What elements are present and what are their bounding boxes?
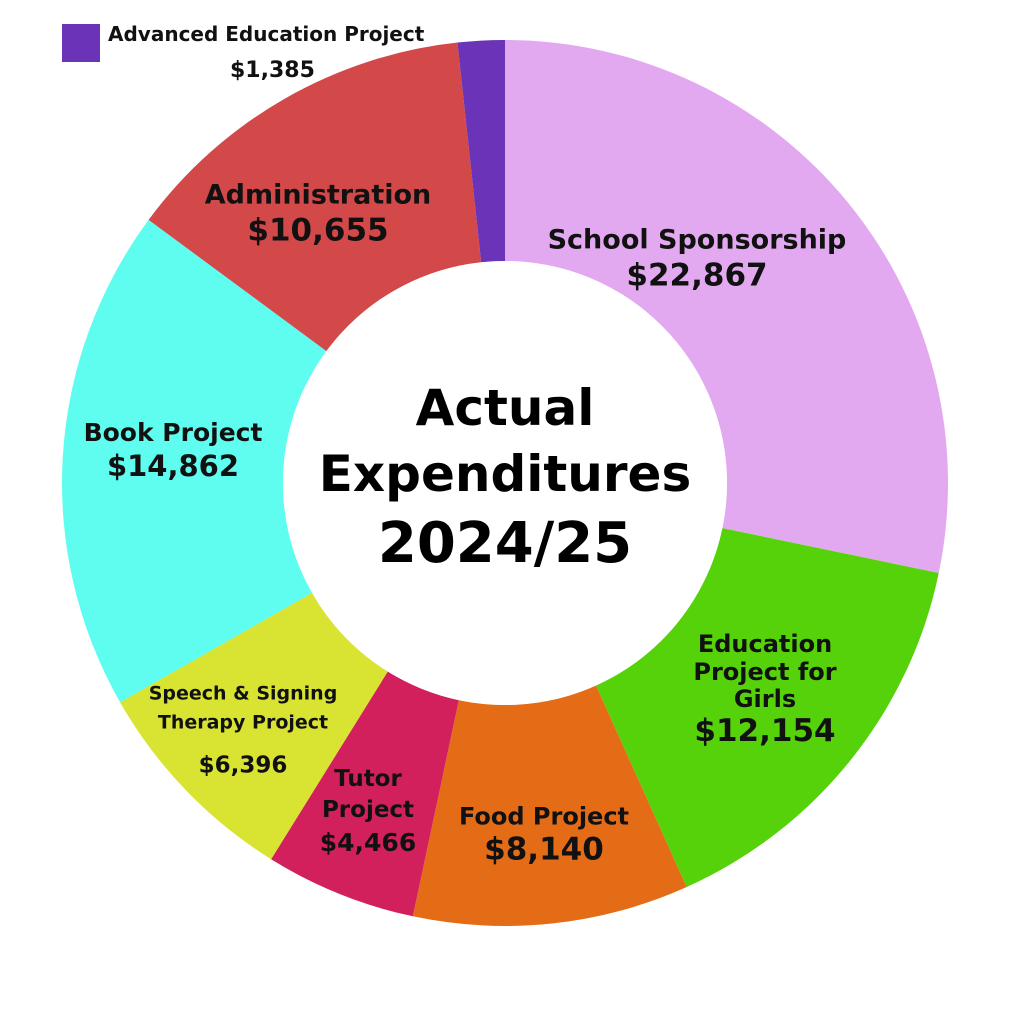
slice-name-education-girls: Education Project for Girls — [693, 629, 837, 713]
donut-slice-food — [412, 685, 687, 926]
slice-name-food: Food Project — [458, 802, 630, 831]
slice-label-speech-signing: Speech & Signing Therapy Project $6,396 — [133, 680, 353, 785]
donut-hole — [283, 261, 727, 705]
donut-slice-administration — [148, 42, 482, 352]
donut-slice-tutor — [271, 671, 459, 917]
slice-name-school-sponsorship: School Sponsorship — [547, 224, 847, 256]
slice-value-food: $8,140 — [484, 831, 604, 868]
chart-title-line-1: Actual — [415, 379, 595, 437]
legend-value-advanced-education: $1,385 — [230, 58, 315, 83]
slice-label-education-girls: Education Project for Girls $12,154 — [670, 629, 860, 749]
slice-label-book: Book Project $14,862 — [84, 418, 263, 484]
slice-name-tutor: Tutor Project — [321, 766, 415, 824]
legend-swatch-advanced-education — [62, 24, 100, 62]
slice-value-administration: $10,655 — [247, 212, 389, 249]
legend-label-advanced-education: Advanced Education Project — [108, 22, 425, 46]
slice-label-food: Food Project $8,140 — [459, 802, 629, 869]
chart-title-line-3: 2024/25 — [377, 511, 633, 576]
chart-title: Actual Expenditures 2024/25 — [319, 375, 691, 581]
donut-slice-education-girls — [596, 528, 939, 888]
donut-slice-advanced-education — [457, 40, 505, 263]
slice-value-education-girls: $12,154 — [694, 712, 836, 749]
slice-name-administration: Administration — [204, 179, 432, 211]
donut-slice-speech-signing — [120, 592, 388, 860]
donut-slice-school-sponsorship — [505, 40, 948, 574]
slice-label-tutor: Tutor Project $4,466 — [313, 764, 423, 860]
slice-name-book: Book Project — [83, 418, 263, 448]
slice-value-school-sponsorship: $22,867 — [626, 257, 768, 294]
chart-title-line-2: Expenditures — [318, 445, 692, 503]
slice-value-speech-signing: $6,396 — [198, 752, 288, 779]
slice-name-speech-signing: Speech & Signing Therapy Project — [148, 682, 338, 735]
slice-value-book: $14,862 — [106, 448, 240, 483]
slice-label-administration: Administration $10,655 — [205, 180, 432, 251]
donut-slice-book — [61, 219, 327, 703]
slice-value-tutor: $4,466 — [319, 828, 417, 858]
slice-label-school-sponsorship: School Sponsorship $22,867 — [548, 225, 847, 296]
